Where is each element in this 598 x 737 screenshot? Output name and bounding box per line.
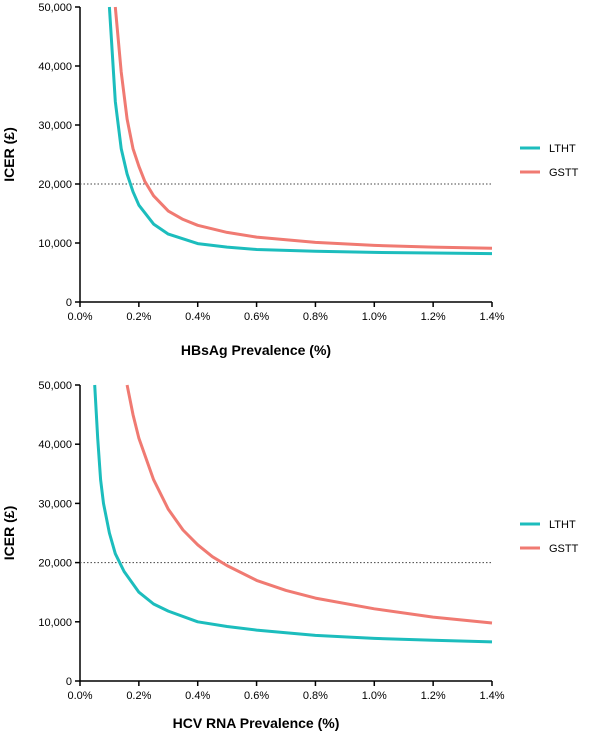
y-axis-title: ICER (£) (1, 506, 17, 560)
x-axis-title: HCV RNA Prevalence (%) (173, 715, 340, 731)
y-tick-label: 0 (66, 297, 72, 309)
x-tick-label: 1.2% (421, 690, 446, 702)
y-tick-label: 50,000 (38, 380, 72, 392)
x-tick-label: 1.4% (479, 690, 504, 702)
chart-panel-2: 0 10,000 20,000 30,000 40,000 50,000 0.0% 0.2% 0… (1, 380, 579, 731)
x-tick-label: 0.0% (67, 690, 92, 702)
x-tick-label: 1.0% (362, 311, 387, 323)
series-line-gstt (113, 6, 493, 250)
y-tick-label: 0 (66, 676, 72, 688)
y-tick-label: 40,000 (38, 61, 72, 73)
x-tick-label: 1.0% (362, 690, 387, 702)
x-tick-label: 0.6% (244, 311, 269, 323)
series-line-ltht (107, 6, 493, 256)
legend-label-gstt: GSTT (549, 543, 579, 555)
y-tick-label: 30,000 (38, 498, 72, 510)
legend-label-ltht: LTHT (549, 143, 576, 155)
y-tick-label: 40,000 (38, 439, 72, 451)
y-tick-label: 20,000 (38, 179, 72, 191)
x-tick-label: 0.0% (67, 311, 92, 323)
x-tick-label: 0.8% (303, 311, 328, 323)
y-tick-label: 20,000 (38, 558, 72, 570)
series-line-ltht (93, 384, 493, 644)
chart-panel-1: 0 10,000 20,000 30,000 40,000 50,000 0.0% 0.2% 0… (1, 2, 579, 358)
x-tick-label: 0.4% (185, 690, 210, 702)
series-line-gstt (125, 384, 493, 625)
x-tick-label: 0.6% (244, 690, 269, 702)
x-tick-label: 0.4% (185, 311, 210, 323)
x-tick-label: 1.4% (479, 311, 504, 323)
x-axis-title: HBsAg Prevalence (%) (181, 342, 331, 358)
y-tick-label: 30,000 (38, 120, 72, 132)
y-axis-title: ICER (£) (1, 127, 17, 181)
x-tick-label: 0.8% (303, 690, 328, 702)
x-tick-label: 0.2% (126, 311, 151, 323)
legend-label-ltht: LTHT (549, 519, 576, 531)
x-tick-label: 0.2% (126, 690, 151, 702)
y-tick-label: 10,000 (38, 617, 72, 629)
x-tick-label: 1.2% (421, 311, 446, 323)
y-tick-label: 50,000 (38, 2, 72, 14)
y-tick-label: 10,000 (38, 238, 72, 250)
legend-label-gstt: GSTT (549, 167, 579, 179)
